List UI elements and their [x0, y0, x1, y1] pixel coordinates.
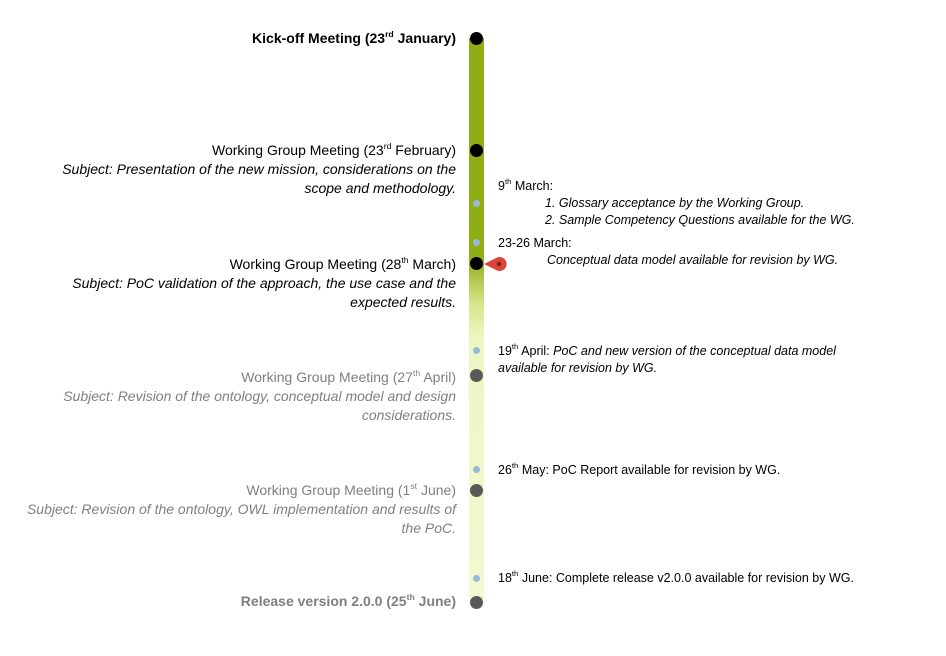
event-26-may: 26th May: PoC Report available for revis… — [498, 461, 781, 477]
milestone-wg-june: Working Group Meeting (1st June) Subject… — [26, 480, 456, 536]
milestone-kickoff: Kick-off Meeting (23rd January) — [252, 28, 456, 46]
milestone-wg-february: Working Group Meeting (23rd February) Su… — [62, 140, 456, 196]
milestone-dot — [470, 32, 483, 45]
milestone-wg-april: Working Group Meeting (27th April) Subje… — [63, 367, 456, 423]
event-19-april: 19th April: PoC and new version of the c… — [498, 342, 836, 375]
milestone-dot — [470, 257, 483, 270]
milestone-dot — [470, 369, 483, 382]
event-dot — [473, 200, 480, 207]
milestone-dot — [470, 484, 483, 497]
event-dot — [473, 347, 480, 354]
milestone-wg-march: Working Group Meeting (28th March) Subje… — [72, 254, 456, 310]
timeline-bar — [469, 38, 484, 602]
milestone-dot — [470, 596, 483, 609]
event-dot — [473, 466, 480, 473]
event-23-26-march: 23-26 March: Conceptual data model avail… — [498, 236, 839, 267]
current-position-pin-icon — [484, 257, 507, 271]
event-dot — [473, 575, 480, 582]
event-18-june: 18th June: Complete release v2.0.0 avail… — [498, 569, 854, 585]
event-dot — [473, 239, 480, 246]
milestone-dot — [470, 144, 483, 157]
milestone-release: Release version 2.0.0 (25th June) — [240, 591, 456, 609]
event-9-march: 9th March: 1. Glossary acceptance by the… — [498, 177, 855, 227]
